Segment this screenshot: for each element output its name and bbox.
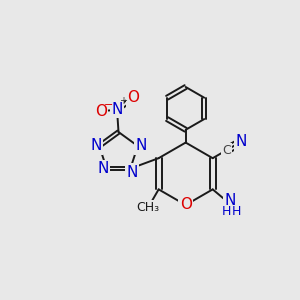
Text: O: O [95, 104, 107, 119]
Text: N: N [90, 139, 101, 154]
Text: N: N [126, 165, 138, 180]
Text: C: C [223, 143, 231, 157]
Text: H: H [222, 205, 232, 218]
Text: N: N [111, 102, 123, 117]
Text: O: O [180, 197, 192, 212]
Text: H: H [232, 205, 241, 218]
Text: CH₃: CH₃ [137, 201, 160, 214]
Text: N: N [136, 139, 147, 154]
Text: O: O [128, 90, 140, 105]
Text: N: N [98, 161, 109, 176]
Text: N: N [224, 193, 236, 208]
Text: +: + [119, 96, 127, 106]
Text: −: − [103, 100, 113, 110]
Text: N: N [235, 134, 247, 149]
